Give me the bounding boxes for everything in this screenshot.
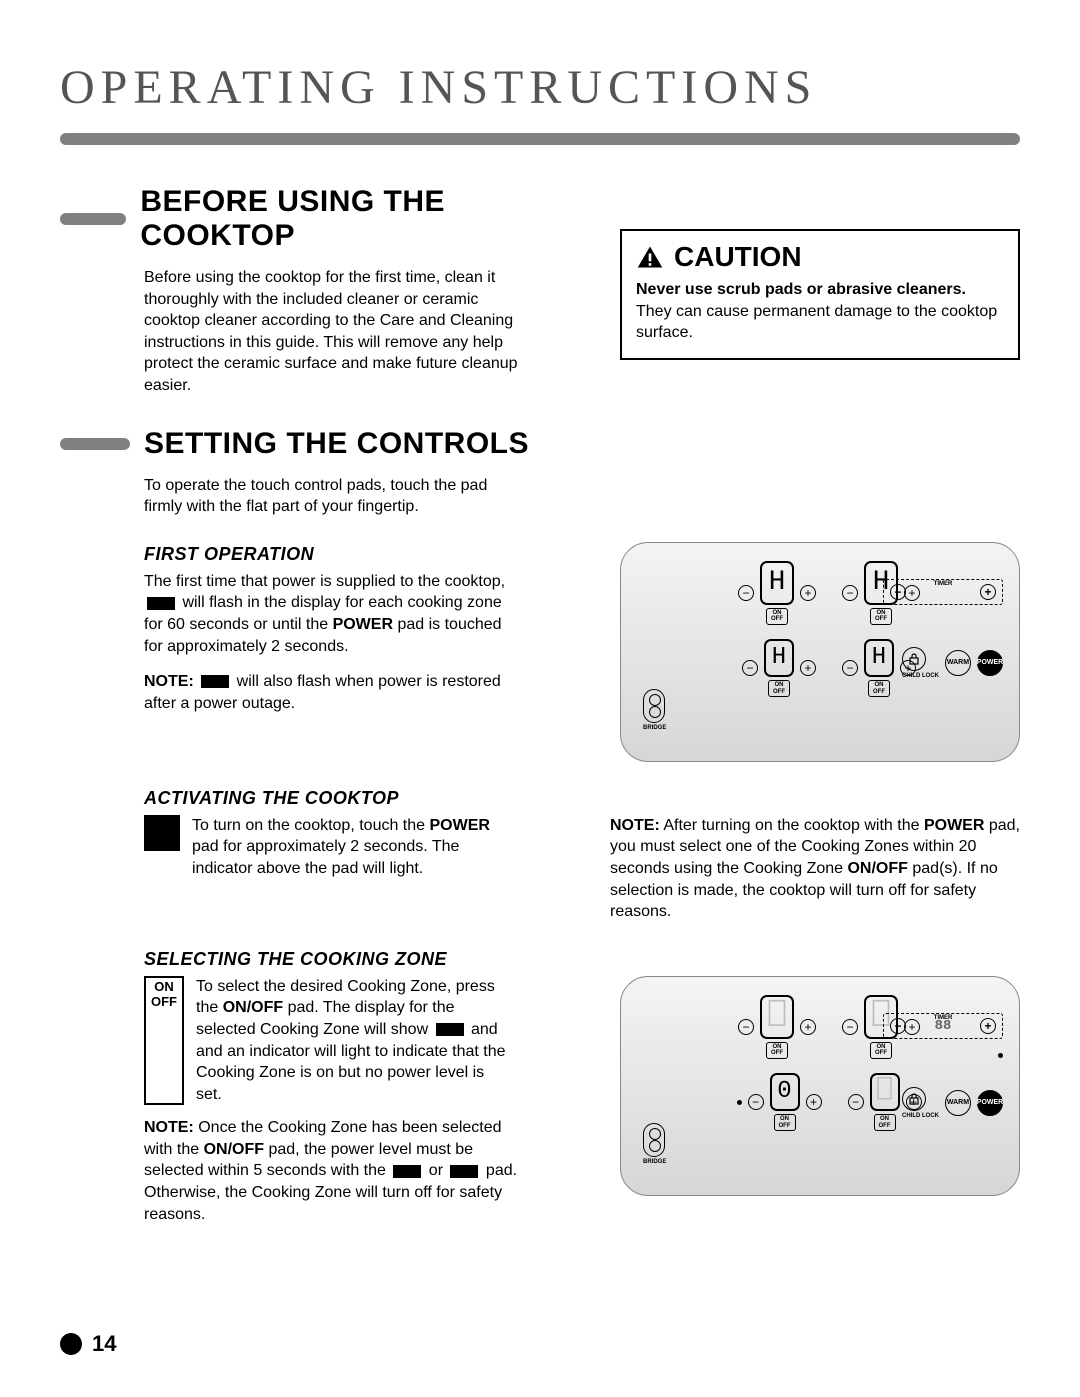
bridge-icon <box>643 689 665 723</box>
display-chip-icon <box>450 1165 478 1178</box>
minus-icon: − <box>848 1094 864 1110</box>
lock-icon <box>902 647 926 671</box>
first-op-note: NOTE: will also flash when power is rest… <box>144 671 514 714</box>
plus-icon: + <box>800 1019 816 1035</box>
display-chip-icon <box>201 675 229 688</box>
minus-icon: − <box>742 660 758 676</box>
power-pad-icon <box>144 815 180 851</box>
selecting-note: NOTE: Once the Cooking Zone has been sel… <box>144 1117 524 1225</box>
child-lock: CHILD LOCK <box>902 1087 939 1119</box>
onoff-label: ONOFF <box>766 608 788 625</box>
minus-icon: − <box>842 660 858 676</box>
zone-display: H <box>760 561 794 605</box>
subhead-first-op: FIRST OPERATION <box>144 544 584 565</box>
heading-setting-controls: SETTING THE CONTROLS <box>144 427 529 461</box>
timer-label: TIMER <box>883 1015 1003 1021</box>
minus-icon: − <box>738 1019 754 1035</box>
minus-icon: − <box>748 1094 764 1110</box>
first-op-p1: The first time that power is supplied to… <box>144 571 514 657</box>
setting-controls-intro: To operate the touch control pads, touch… <box>144 475 524 518</box>
display-chip-icon <box>147 597 175 610</box>
display-chip-icon <box>436 1023 464 1036</box>
onoff-label: ONOFF <box>768 680 790 697</box>
control-panel-diagram-2: − ⎕ ONOFF + − ⎕ ONOFF + <box>620 976 1020 1196</box>
timer-label: TIMER <box>883 581 1003 587</box>
control-panel-diagram-1: − H ONOFF + − H ONOFF + <box>620 542 1020 762</box>
page-dot-icon <box>60 1333 82 1355</box>
plus-icon: + <box>800 585 816 601</box>
caution-body: Never use scrub pads or abrasive cleaner… <box>636 279 1004 344</box>
caution-title: CAUTION <box>674 241 802 273</box>
power-button: POWER <box>977 650 1003 676</box>
bridge-control: BRIDGE <box>643 1123 666 1165</box>
child-lock: CHILD LOCK <box>902 647 939 679</box>
onoff-label: ONOFF <box>766 1042 788 1059</box>
subhead-activating: ACTIVATING THE COOKTOP <box>144 788 1020 809</box>
caution-box: CAUTION Never use scrub pads or abrasive… <box>620 229 1020 360</box>
indicator-dot <box>737 1100 742 1105</box>
cooking-zone: − H ONOFF + <box>742 639 816 697</box>
minus-icon: − <box>842 585 858 601</box>
bullet-bar-icon <box>60 438 130 450</box>
zone-display: H <box>764 639 794 677</box>
page-number: 14 <box>60 1331 116 1357</box>
cooking-zone: − 0 ONOFF + <box>737 1073 822 1131</box>
zone-display: 0 <box>770 1073 800 1111</box>
timer-box: − TIMER 88 + <box>883 1013 1003 1039</box>
zone-display: ⎕ <box>760 995 794 1039</box>
warning-icon <box>636 244 664 270</box>
bullet-bar-icon <box>60 213 126 225</box>
selecting-p1: ONOFF To select the desired Cooking Zone… <box>144 976 584 1106</box>
section-head-controls: SETTING THE CONTROLS <box>60 427 1020 461</box>
before-using-body: Before using the cooktop for the first t… <box>144 267 524 397</box>
timer-box: − TIMER + <box>883 579 1003 605</box>
bridge-control: BRIDGE <box>643 689 666 731</box>
onoff-label: ONOFF <box>774 1114 796 1131</box>
bridge-icon <box>643 1123 665 1157</box>
minus-icon: − <box>842 1019 858 1035</box>
warm-button: WARM <box>945 1090 971 1116</box>
power-button: POWER <box>977 1090 1003 1116</box>
section-head-before: BEFORE USING THE COOKTOP <box>60 185 584 253</box>
plus-icon: + <box>800 660 816 676</box>
title-rule <box>60 133 1020 145</box>
page-title: OPERATING INSTRUCTIONS <box>60 60 1020 115</box>
heading-before-using: BEFORE USING THE COOKTOP <box>140 185 584 253</box>
cooking-zone: − ⎕ ONOFF + <box>738 995 816 1059</box>
activating-left: To turn on the cooktop, touch the POWER … <box>144 815 574 880</box>
plus-icon: + <box>806 1094 822 1110</box>
subhead-selecting: SELECTING THE COOKING ZONE <box>144 949 1020 970</box>
cooking-zone: − H ONOFF + <box>738 561 816 625</box>
minus-icon: − <box>738 585 754 601</box>
activating-right: NOTE: After turning on the cooktop with … <box>610 815 1020 923</box>
warm-button: WARM <box>945 650 971 676</box>
lock-icon <box>902 1087 926 1111</box>
display-chip-icon <box>393 1165 421 1178</box>
onoff-label: ONOFF <box>868 680 890 697</box>
indicator-dot <box>998 1053 1003 1058</box>
onoff-pad-icon: ONOFF <box>144 976 184 1106</box>
